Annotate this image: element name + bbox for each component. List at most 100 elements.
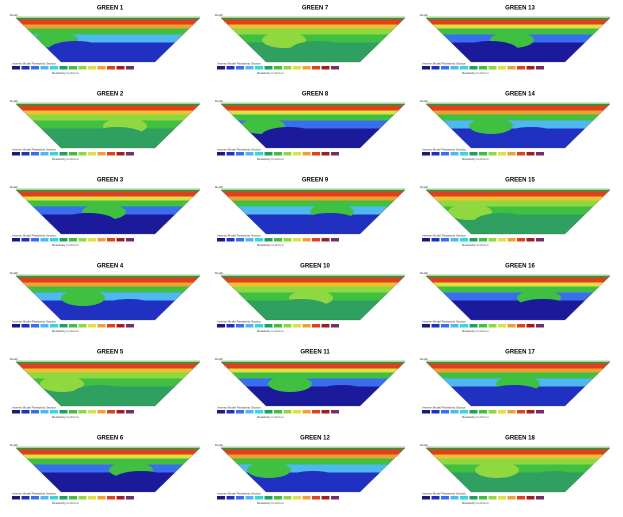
legend-swatch [116,152,125,156]
legend-swatch [312,238,320,242]
section-outline [220,103,406,149]
section-label: Inverse Model Resistivity Section [422,405,466,409]
section-layer [426,276,610,279]
unit-label: Resistivity in ohm.m [257,501,284,505]
section [426,276,610,320]
depth-label: Depth [215,99,223,103]
legend-swatch [312,66,320,70]
panel: GREEN 9 Depth Inverse Model Resistivity Se… [215,178,406,247]
legend-swatch [226,152,235,156]
legend-swatch [245,410,254,414]
section-layer [221,120,405,130]
legend-swatch [469,496,478,500]
legend-swatch [31,152,39,156]
legend-swatch [236,324,244,328]
legend-swatch [526,496,535,500]
section-layer [426,200,610,208]
legend-swatch [264,324,273,328]
panel: GREEN 8 Depth Inverse Model Resistivity Se… [215,92,406,161]
section-outline [425,189,611,235]
section-layer [16,368,200,374]
legend-swatch [217,410,225,414]
depth-label: Depth [420,13,428,17]
legend-swatch [422,238,430,242]
section-layer [426,120,610,130]
legend-swatch [116,66,125,70]
legend-swatch [441,66,449,70]
section-layer [16,18,200,21]
section-layer [221,277,405,284]
section-anomaly [273,299,329,317]
section-layer [426,448,610,451]
legend-swatch [283,496,292,500]
section-layer [221,18,405,21]
legend-swatch [126,496,134,500]
legend-swatch [97,496,106,500]
depth-label: Depth [215,443,223,447]
section-outline [15,447,201,493]
section-layer [221,286,405,294]
panel: GREEN 15 Depth Inverse Model Resistivity S… [420,178,611,247]
panel: GREEN 7 Depth Inverse Model Resistivity Se… [215,6,406,75]
section [16,190,200,234]
section-layer [16,196,200,202]
section-layer [16,362,200,365]
legend-swatch [283,410,292,414]
legend-swatch [97,410,106,414]
legend-swatch [78,410,87,414]
legend-swatch [498,324,506,328]
legend-swatch [236,496,244,500]
legend-swatch [441,324,449,328]
section-anomaly [40,376,84,392]
panel: GREEN 4 Depth Inverse Model Resistivity Se… [10,264,201,333]
panel-title: GREEN 18 [505,436,535,442]
legend-swatch [536,238,544,242]
legend-swatch [69,496,77,500]
panel-title: GREEN 7 [302,6,329,12]
unit-label: Resistivity in ohm.m [257,71,284,75]
legend-swatch [517,496,525,500]
unit-label: Resistivity in ohm.m [462,71,489,75]
section-anomaly [486,385,542,403]
section-layer [221,110,405,116]
section-layer [16,454,200,460]
legend-swatch [283,152,292,156]
legend-swatch [274,66,282,70]
legend-swatch [12,152,20,156]
section-label: Inverse Model Resistivity Section [422,61,466,65]
section-layer [221,200,405,208]
legend-swatch [526,152,535,156]
legend-swatch [274,152,282,156]
legend-swatch [302,238,311,242]
legend-swatch [283,238,292,242]
section-outline [425,447,611,493]
legend-swatch [107,238,115,242]
legend-swatch [526,238,535,242]
legend-swatch [226,238,235,242]
legend-swatch [236,410,244,414]
legend-swatch [97,66,106,70]
legend-swatch [321,238,330,242]
legend-swatch [69,324,77,328]
section-anomaly [448,204,492,220]
section-anomaly [314,385,370,403]
section-layer [16,363,200,370]
legend-swatch [302,66,311,70]
panel: GREEN 14 Depth Inverse Model Resistivity S… [420,92,611,161]
section [426,104,610,148]
section-layer [16,28,200,36]
section-label: Inverse Model Resistivity Section [217,61,261,65]
panel-title: GREEN 16 [505,264,535,270]
legend-swatch [469,410,478,414]
section-label: Inverse Model Resistivity Section [12,147,56,151]
legend-swatch [479,324,487,328]
depth-label: Depth [420,271,428,275]
section-layer [16,19,200,26]
legend-swatch [12,324,20,328]
legend-swatch [441,410,449,414]
legend-swatch [116,410,125,414]
legend-swatch [245,66,254,70]
legend-swatch [422,66,430,70]
section-layer [16,372,200,380]
legend-swatch [116,324,125,328]
